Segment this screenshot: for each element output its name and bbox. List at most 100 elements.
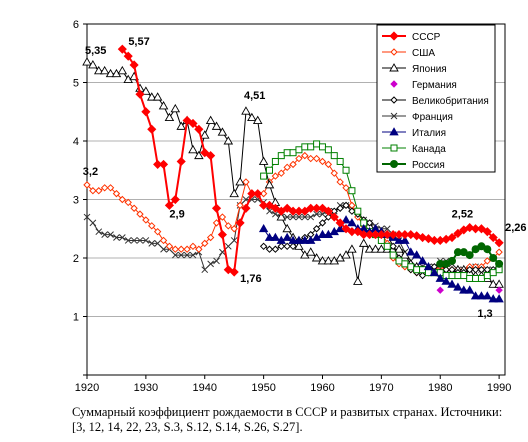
data-point: [390, 48, 398, 56]
data-point: [390, 144, 398, 152]
data-point: [477, 265, 486, 274]
data-point: [336, 204, 344, 212]
data-point: [182, 115, 192, 126]
legend-item: СССР: [382, 31, 441, 43]
data-point: [170, 103, 181, 113]
data-point: [447, 232, 457, 243]
data-point: [147, 124, 157, 134]
data-point: [164, 200, 174, 210]
data-point: [271, 157, 279, 165]
data-point: [289, 160, 297, 169]
data-point: [365, 219, 374, 227]
data-point: [390, 112, 398, 120]
data-point: [311, 253, 322, 262]
data-point: [211, 203, 222, 213]
data-point: [447, 279, 457, 288]
data-point: [252, 115, 263, 124]
data-point: [106, 184, 115, 192]
data-point: [206, 233, 215, 242]
data-point: [218, 213, 227, 221]
y-tick-label: 4: [73, 136, 79, 148]
data-point: [354, 207, 362, 215]
data-point: [307, 213, 315, 221]
y-tick-label: 5: [73, 78, 79, 90]
data-point: [199, 130, 210, 139]
data-point: [324, 146, 332, 154]
data-point: [470, 291, 481, 300]
data-point: [448, 256, 457, 265]
data-point: [395, 257, 403, 265]
data-point: [460, 272, 468, 280]
data-point: [277, 169, 285, 177]
data-point: [489, 269, 497, 277]
data-point: [376, 244, 387, 253]
x-tick-label: 1950: [251, 382, 275, 394]
data-point: [353, 227, 363, 237]
data-point: [201, 266, 209, 274]
data-point: [417, 256, 428, 265]
data-point: [265, 245, 274, 253]
data-point: [136, 210, 144, 218]
y-tick-label: 1: [73, 312, 79, 324]
data-point: [305, 247, 316, 256]
data-point: [189, 251, 197, 259]
data-point: [118, 195, 127, 204]
data-point: [495, 259, 504, 268]
value-annotation: 2,9: [169, 208, 184, 220]
data-point: [324, 213, 333, 221]
legend-label: Франция: [412, 112, 453, 123]
series-1: [117, 44, 504, 277]
data-point: [93, 65, 104, 75]
data-point: [264, 232, 275, 241]
data-point: [482, 227, 492, 237]
data-point: [271, 172, 280, 180]
data-point: [318, 157, 327, 166]
data-point: [317, 203, 328, 213]
data-point: [329, 212, 339, 222]
data-point: [235, 218, 245, 228]
data-point: [348, 187, 356, 195]
data-point: [176, 156, 186, 167]
data-point: [205, 115, 216, 124]
data-point: [107, 231, 114, 238]
data-point: [342, 201, 350, 210]
legend-item: Великобритания: [382, 95, 489, 107]
data-point: [148, 240, 156, 247]
data-point: [394, 235, 404, 244]
data-point: [142, 237, 150, 244]
legend-label: Великобритания: [412, 95, 489, 107]
x-tick-label: 1940: [193, 382, 217, 394]
data-point: [406, 230, 416, 240]
data-point: [164, 112, 175, 122]
data-point: [465, 223, 475, 233]
data-point: [266, 166, 274, 174]
series-8: [260, 140, 503, 282]
data-point: [323, 256, 334, 265]
x-tick-label: 1930: [134, 382, 158, 394]
data-point: [494, 294, 504, 303]
legend-item: Германия: [390, 80, 457, 91]
data-point: [312, 225, 321, 233]
data-point: [289, 242, 297, 251]
data-point: [188, 144, 198, 154]
data-point: [370, 244, 381, 253]
data-point: [313, 210, 320, 218]
data-point: [282, 223, 292, 233]
data-point: [264, 200, 275, 210]
data-point: [242, 178, 250, 186]
data-point: [171, 251, 179, 259]
data-point: [294, 235, 304, 244]
data-point: [353, 276, 363, 285]
data-point: [95, 187, 103, 195]
data-point: [247, 112, 257, 122]
data-point: [390, 80, 398, 88]
data-point: [177, 251, 185, 259]
series-4: [436, 286, 503, 294]
data-point: [206, 151, 216, 161]
x-tick-label: 1970: [369, 382, 393, 394]
data-point: [146, 92, 157, 101]
data-point: [223, 136, 234, 145]
data-point: [390, 160, 398, 168]
value-annotation: 2,26: [505, 222, 526, 234]
value-annotation: 3,2: [83, 166, 98, 178]
